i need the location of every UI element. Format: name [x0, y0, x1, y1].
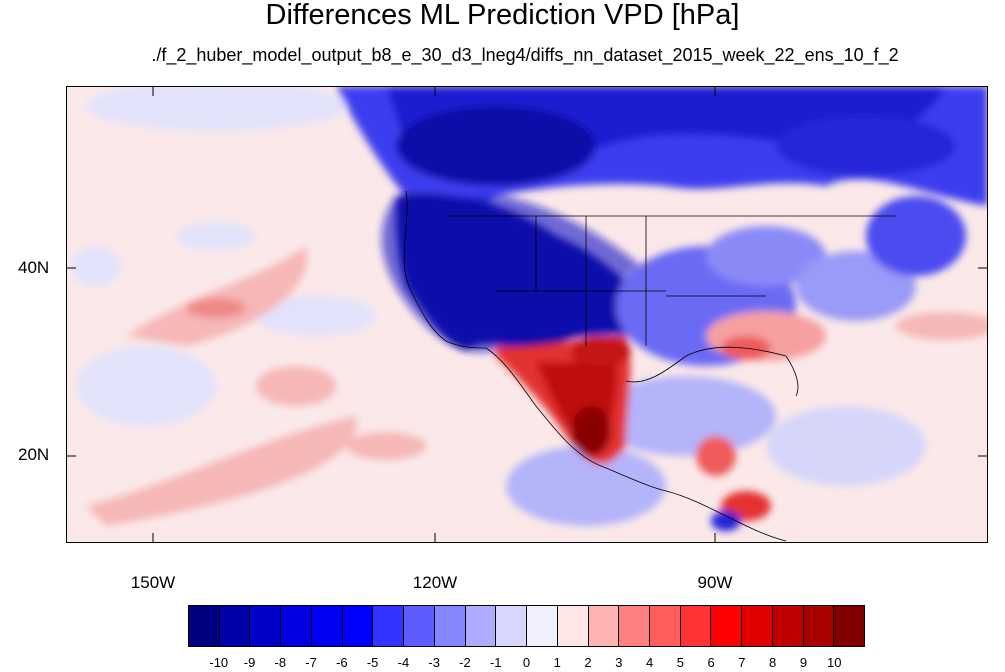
colorbar-box	[742, 606, 773, 646]
colorbar-tick-label: 3	[615, 655, 623, 670]
colorbar-box	[373, 606, 405, 646]
colorbar-tick-label: 5	[676, 655, 684, 670]
colorbar-tick-label: -5	[366, 655, 379, 670]
colorbar-tick-label: -1	[489, 655, 502, 670]
colorbar-box	[465, 606, 497, 646]
lat-label-40n: 40N	[18, 258, 50, 277]
colorbar-box	[404, 606, 435, 646]
colorbar-box	[588, 606, 620, 646]
map-subtitle: ./f_2_huber_model_output_b8_e_30_d3_lneg…	[151, 45, 899, 65]
colorbar-tick-label: -9	[243, 655, 256, 670]
colorbar-box	[219, 606, 251, 646]
colorbar-tick-label: 8	[769, 655, 777, 670]
vpd-difference-map	[66, 86, 988, 543]
colorbar-box	[680, 606, 712, 646]
colorbar-box	[772, 606, 804, 646]
map-plot-area	[66, 86, 988, 543]
map-title: Differences ML Prediction VPD [hPa]	[265, 0, 740, 31]
colorbar-box	[711, 606, 743, 646]
colorbar-box	[311, 606, 343, 646]
axis-ticks	[66, 86, 988, 543]
colorbar-tick-label: 4	[645, 655, 654, 670]
colorbar-box	[250, 606, 282, 646]
colorbar-box	[281, 606, 312, 646]
lon-label-120w: 120W	[412, 573, 458, 592]
colorbar-tick-label: -10	[209, 655, 229, 670]
lon-label-90w: 90W	[697, 573, 733, 592]
colorbar-box	[834, 606, 865, 646]
colorbar	[188, 605, 865, 647]
colorbar-box	[527, 606, 558, 646]
colorbar-box	[496, 606, 528, 646]
lon-label-150w: 150W	[130, 573, 176, 592]
colorbar-tick-label: -7	[305, 655, 317, 670]
colorbar-tick-label: -2	[459, 655, 471, 670]
colorbar-box	[342, 606, 374, 646]
field-blobs	[71, 86, 988, 531]
lat-label-20n: 20N	[18, 445, 50, 464]
colorbar-box	[557, 606, 589, 646]
coastlines	[403, 190, 896, 542]
colorbar-box	[619, 606, 651, 646]
colorbar-tick-label: 0	[522, 655, 531, 670]
colorbar-box	[650, 606, 681, 646]
colorbar-tick-label: -6	[336, 655, 348, 670]
colorbar-tick-label: -4	[397, 655, 410, 670]
colorbar-box	[434, 606, 466, 646]
colorbar-box	[189, 606, 220, 646]
colorbar-tick-label: -8	[274, 655, 287, 670]
colorbar-tick-label: 6	[707, 655, 715, 670]
colorbar-box	[803, 606, 835, 646]
colorbar-tick-label: 1	[553, 655, 561, 670]
colorbar-tick-label: 10	[826, 655, 842, 670]
colorbar-tick-label: -3	[428, 655, 440, 670]
colorbar-tick-label: 2	[584, 655, 592, 670]
colorbar-tick-label: 9	[799, 655, 808, 670]
colorbar-tick-label: 7	[738, 655, 746, 670]
